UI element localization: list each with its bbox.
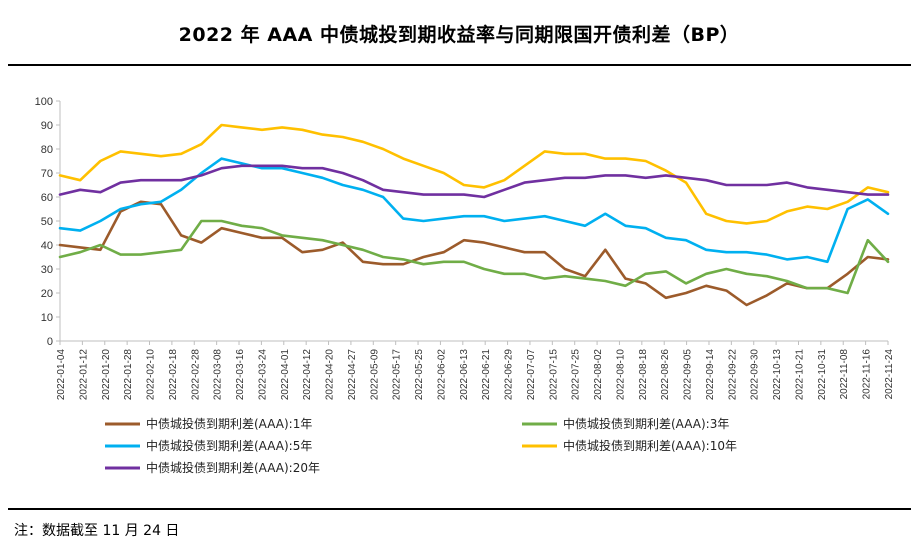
y-tick-label: 80 [41,144,53,156]
x-tick-label: 2022-04-01 [280,349,291,401]
x-tick-label: 2022-09-05 [683,349,694,401]
x-axis: 2022-01-04 2022-01-12 2022-01-20 2022-01-28… [56,340,895,401]
x-tick-label: 2022-04-12 [302,349,313,401]
x-tick-label: 2022-01-12 [78,349,89,401]
x-tick-label: 2022-10-31 [817,349,828,401]
x-tick-label: 2022-11-08 [839,349,850,400]
x-tick-label: 2022-03-08 [213,349,224,401]
x-tick-label: 2022-10-13 [772,349,783,401]
series-line-1 [58,200,890,307]
y-tick-label: 30 [41,264,53,276]
x-tick-label: 2022-03-24 [257,349,268,401]
series-line-4 [58,123,890,225]
x-tick-label: 2022-04-20 [325,349,336,401]
x-tick-label: 2022-09-30 [750,349,761,401]
x-tick-label: 2022-06-02 [436,349,447,401]
x-tick-label: 2022-08-10 [615,349,626,401]
series-line-5 [58,164,890,199]
x-tick-label: 2022-08-26 [660,349,671,401]
y-tick-label: 50 [41,216,53,228]
x-tick-label: 2022-02-28 [190,349,201,401]
x-tick-label: 2022-02-18 [168,349,179,401]
x-tick-label: 2022-07-25 [571,349,582,401]
y-tick-label: 70 [41,168,53,180]
y-tick-label: 10 [41,312,53,324]
x-tick-label: 2022-05-09 [369,349,380,401]
y-tick-label: 60 [41,192,53,204]
y-tick-label: 20 [41,288,53,300]
series-lines [58,123,890,307]
legend-label-5y: 中债城投债到期利差(AAA):5年 [146,438,312,453]
x-tick-label: 2022-07-15 [548,349,559,401]
legend-label-3y: 中债城投债到期利差(AAA):3年 [563,416,729,431]
x-tick-label: 2022-01-28 [123,349,134,401]
legend-label-10y: 中债城投债到期利差(AAA):10年 [563,438,737,453]
x-tick-label: 2022-02-10 [146,349,157,401]
legend: 中债城投债到期利差(AAA):1年 中债城投债到期利差(AAA):3年 中债城投… [105,416,737,475]
footer-divider [8,508,911,510]
y-tick-label: 90 [41,120,53,132]
y-tick-label: 0 [47,336,53,348]
x-tick-label: 2022-11-16 [862,349,873,400]
x-tick-label: 2022-06-29 [504,349,515,401]
legend-label-1y: 中债城投债到期利差(AAA):1年 [146,416,312,431]
y-axis: 0 10 20 30 40 50 60 70 80 90 100 [35,96,61,348]
x-tick-label: 2022-04-27 [347,349,358,401]
x-tick-label: 2022-08-18 [638,349,649,401]
x-tick-label: 2022-09-14 [705,349,716,401]
x-tick-label: 2022-11-24 [884,349,895,400]
x-tick-label: 2022-09-22 [727,349,738,401]
x-tick-label: 2022-03-16 [235,349,246,401]
y-tick-label: 40 [41,240,53,252]
x-tick-label: 2022-08-02 [593,349,604,401]
x-tick-label: 2022-01-04 [56,349,67,401]
x-tick-label: 2022-05-25 [414,349,425,401]
series-line-2 [58,219,890,295]
x-tick-label: 2022-05-17 [392,349,403,401]
y-tick-label: 100 [35,96,53,108]
x-tick-label: 2022-07-07 [526,349,537,401]
x-tick-label: 2022-10-21 [794,349,805,401]
x-tick-label: 2022-06-21 [481,349,492,401]
legend-label-20y: 中债城投债到期利差(AAA):20年 [146,460,320,475]
footnote: 注：数据截至 11 月 24 日 [14,523,180,539]
x-tick-label: 2022-06-13 [459,349,470,401]
chart-title: 2022 年 AAA 中债城投到期收益率与同期限国开债利差（BP） [178,24,740,46]
x-tick-label: 2022-01-20 [101,349,112,401]
title-divider [8,64,911,66]
